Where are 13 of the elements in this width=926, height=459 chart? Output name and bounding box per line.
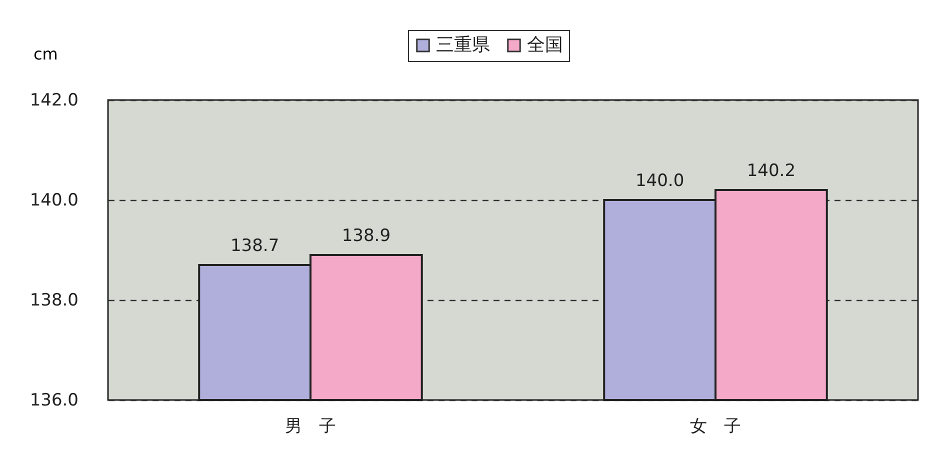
legend-label: 三重県: [436, 34, 490, 56]
x-tick-label: 男 子: [285, 416, 336, 436]
y-tick-label: 136.0: [30, 390, 78, 410]
data-label: 138.9: [342, 226, 391, 246]
y-tick-label: 140.0: [30, 190, 78, 210]
y-tick-label: 142.0: [30, 90, 78, 110]
y-tick-label: 138.0: [30, 290, 78, 310]
data-label: 140.0: [635, 171, 684, 191]
data-label: 138.7: [230, 236, 280, 256]
legend-label: 全国: [527, 34, 563, 56]
x-tick-label: 女 子: [690, 416, 741, 436]
data-label: 140.2: [746, 161, 796, 181]
y-axis-title: cm: [34, 44, 58, 64]
